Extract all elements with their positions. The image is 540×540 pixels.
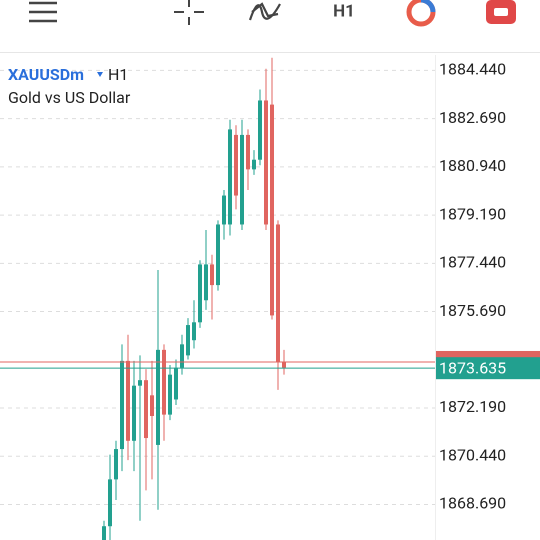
- symbol-dropdown[interactable]: [97, 72, 103, 77]
- candle-body: [156, 349, 160, 445]
- y-tick-label: 1868.690: [439, 494, 506, 513]
- crosshair-button[interactable]: [174, 0, 204, 25]
- y-tick-label: 1880.940: [439, 156, 506, 175]
- bid-label: 1873.635: [439, 358, 506, 377]
- candle-body: [150, 395, 154, 416]
- candle-body: [162, 349, 166, 415]
- candle-body: [132, 385, 136, 441]
- symbol-description: Gold vs US Dollar: [8, 88, 131, 107]
- toolbar: H1: [0, 0, 540, 53]
- candle-body: [210, 264, 214, 286]
- candle-body: [120, 360, 124, 450]
- candle-body: [108, 479, 112, 527]
- candle-body: [246, 134, 250, 170]
- candle-body: [126, 360, 130, 441]
- candle-body: [192, 322, 196, 341]
- candle-body: [174, 367, 178, 400]
- candle-body: [270, 104, 274, 316]
- bid-label-box: [436, 357, 540, 380]
- candle-body: [198, 264, 202, 323]
- y-tick-label: 1879.190: [439, 204, 506, 223]
- y-tick-label: 1875.690: [439, 301, 506, 320]
- timeframe: H1: [108, 65, 128, 84]
- y-tick-label: 1884.440: [439, 60, 506, 79]
- symbol[interactable]: XAUUSDm: [8, 65, 84, 84]
- timeframe-button[interactable]: H1: [333, 1, 355, 21]
- candle-body: [264, 100, 268, 225]
- chart: 1884.440 1882.690 1880.940 1879.190 1877.440…: [0, 55, 540, 540]
- menu-button[interactable]: [29, 1, 57, 23]
- y-tick-label: 1877.440: [439, 253, 506, 272]
- candle-body: [138, 380, 142, 386]
- candle-body: [282, 362, 286, 368]
- candle-body: [144, 380, 148, 439]
- candle-body: [102, 526, 106, 540]
- candle-body: [252, 159, 256, 170]
- candle-body: [234, 134, 238, 196]
- candle-body: [204, 264, 208, 301]
- candle-body: [186, 325, 190, 356]
- candle-body: [114, 449, 118, 480]
- y-tick-label: 1872.190: [439, 397, 506, 416]
- symbol-header: XAUUSDm H1 Gold vs US Dollar: [8, 65, 131, 107]
- candle-body: [228, 129, 232, 225]
- candle-body: [216, 224, 220, 286]
- candle-body: [240, 134, 244, 225]
- toolbar-bg: [0, 0, 540, 52]
- y-tick-label: 1882.690: [439, 108, 506, 127]
- y-tick-label: 1870.440: [439, 445, 506, 464]
- account-button[interactable]: [486, 0, 516, 24]
- candle-body: [222, 195, 226, 225]
- candle-body: [276, 224, 280, 363]
- candle-body: [258, 100, 262, 160]
- trade-button[interactable]: [406, 0, 436, 27]
- candle-body: [180, 344, 184, 368]
- candle-body: [168, 374, 172, 415]
- indicators-button[interactable]: [248, 2, 281, 21]
